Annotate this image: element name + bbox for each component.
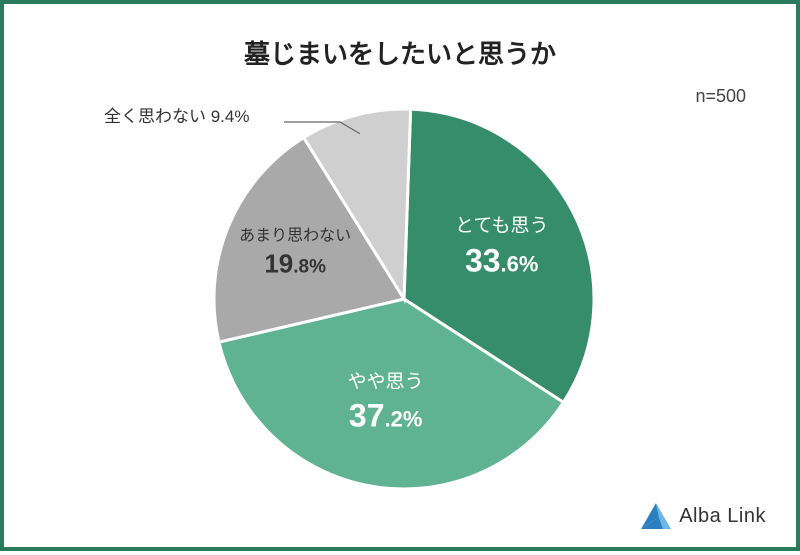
logo-text: Alba Link bbox=[679, 505, 766, 528]
slice-label-2: あまり思わない 19.8% bbox=[239, 226, 351, 283]
slice-percent: 19.8% bbox=[264, 260, 326, 277]
slice-name: やや思う bbox=[348, 369, 424, 395]
logo-icon bbox=[641, 503, 671, 529]
slice-percent: 37.2% bbox=[349, 414, 423, 431]
slice-label-0: とても思う 33.6% bbox=[455, 214, 548, 283]
brand-logo: Alba Link bbox=[641, 503, 766, 529]
pie-chart bbox=[4, 4, 800, 555]
slice-name: とても思う bbox=[455, 214, 548, 240]
slice-label-1: やや思う 37.2% bbox=[348, 369, 424, 438]
slice-percent: 33.6% bbox=[465, 258, 539, 275]
slice-name: あまり思わない bbox=[239, 226, 351, 248]
chart-frame: 墓じまいをしたいと思うか n=500 全く思わない 9.4% とても思う 33.… bbox=[0, 0, 800, 551]
